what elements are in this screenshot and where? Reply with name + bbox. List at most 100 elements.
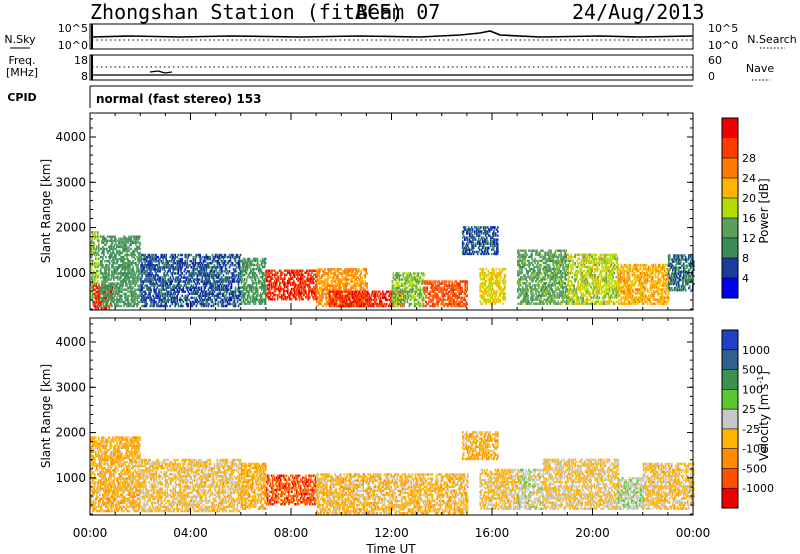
power-cell bbox=[324, 272, 326, 275]
power-cell bbox=[470, 246, 473, 250]
power-cell bbox=[95, 237, 97, 240]
power-cell bbox=[92, 259, 94, 263]
power-cell bbox=[338, 284, 340, 287]
power-cell bbox=[302, 281, 304, 285]
power-cell bbox=[307, 283, 309, 287]
power-cell bbox=[228, 298, 231, 302]
power-cell bbox=[390, 290, 392, 293]
power-cell bbox=[471, 234, 474, 237]
power-cell bbox=[444, 280, 446, 283]
power-cell bbox=[366, 286, 368, 289]
power-cell bbox=[315, 285, 317, 289]
power-cell bbox=[149, 272, 151, 275]
power-cell bbox=[356, 298, 359, 302]
power-cell bbox=[118, 253, 120, 257]
power-cell bbox=[126, 249, 128, 253]
power-cell bbox=[262, 259, 265, 263]
power-cell bbox=[126, 304, 128, 308]
power-cell bbox=[469, 228, 472, 231]
power-cell bbox=[106, 264, 108, 267]
power-cell bbox=[143, 257, 145, 261]
power-cell bbox=[178, 257, 180, 261]
power-cell bbox=[93, 269, 95, 273]
power-cell bbox=[300, 283, 302, 287]
power-cell bbox=[393, 292, 396, 296]
power-cell bbox=[165, 274, 167, 277]
power-cell bbox=[222, 286, 225, 289]
power-cell bbox=[419, 276, 422, 279]
power-cell bbox=[429, 292, 431, 296]
power-cell bbox=[484, 240, 486, 243]
power-cell bbox=[395, 282, 398, 285]
power-cell bbox=[98, 243, 100, 246]
power-cell bbox=[329, 276, 331, 279]
power-cell bbox=[188, 298, 191, 302]
power-cell bbox=[482, 269, 485, 273]
power-cell bbox=[462, 250, 465, 254]
power-cell bbox=[203, 294, 206, 298]
power-cell bbox=[312, 269, 314, 272]
power-cell bbox=[392, 292, 395, 296]
power-cell bbox=[228, 282, 231, 285]
power-cell bbox=[460, 292, 462, 296]
power-cell bbox=[171, 272, 173, 275]
power-cell bbox=[111, 304, 113, 308]
power-cell bbox=[164, 255, 166, 259]
power-cell bbox=[223, 253, 226, 257]
power-cell bbox=[236, 288, 239, 291]
power-cell bbox=[354, 288, 356, 291]
power-cell bbox=[408, 290, 411, 293]
power-cell bbox=[174, 278, 176, 281]
power-cell bbox=[239, 298, 242, 302]
power-cell bbox=[127, 249, 129, 253]
power-cell bbox=[492, 240, 494, 243]
power-cell bbox=[97, 235, 99, 238]
power-cell bbox=[463, 236, 466, 239]
power-cell bbox=[393, 278, 396, 281]
power-cell bbox=[337, 274, 339, 277]
power-cell bbox=[187, 255, 190, 259]
power-cell bbox=[494, 244, 496, 248]
power-cell bbox=[384, 294, 386, 298]
power-cell bbox=[320, 300, 322, 304]
power-cell bbox=[408, 278, 411, 281]
power-cell bbox=[465, 248, 468, 252]
power-cell bbox=[149, 278, 151, 281]
power-cell bbox=[318, 290, 320, 293]
power-cell bbox=[278, 291, 281, 295]
power-cell bbox=[171, 264, 173, 267]
power-cell bbox=[234, 294, 237, 298]
power-cell bbox=[455, 302, 457, 306]
power-cell bbox=[185, 272, 188, 275]
power-cell bbox=[193, 292, 196, 296]
power-cell bbox=[114, 247, 116, 251]
power-cell bbox=[404, 300, 407, 304]
power-cell bbox=[337, 276, 339, 279]
power-cell bbox=[300, 277, 302, 281]
power-cell bbox=[315, 279, 317, 283]
power-cell bbox=[121, 266, 123, 269]
power-cell bbox=[184, 253, 187, 257]
power-cell bbox=[371, 290, 374, 293]
power-cell bbox=[255, 282, 258, 285]
power-cell bbox=[103, 296, 106, 300]
power-cell bbox=[246, 298, 249, 301]
power-cell bbox=[281, 273, 283, 276]
power-cell bbox=[159, 292, 161, 296]
power-cell bbox=[129, 302, 131, 306]
power-cell bbox=[130, 243, 132, 247]
power-cell bbox=[207, 294, 210, 298]
power-cell bbox=[394, 292, 397, 296]
power-cell bbox=[468, 230, 471, 233]
power-cell bbox=[418, 276, 421, 279]
power-cell bbox=[96, 263, 98, 267]
power-cell bbox=[209, 286, 212, 289]
power-cell bbox=[328, 268, 330, 271]
power-cell bbox=[258, 267, 261, 271]
power-cell bbox=[477, 250, 480, 254]
power-cell bbox=[247, 290, 250, 293]
power-cell bbox=[107, 304, 109, 308]
power-cell bbox=[322, 294, 324, 298]
power-cell bbox=[323, 274, 325, 277]
power-cell bbox=[234, 270, 237, 273]
